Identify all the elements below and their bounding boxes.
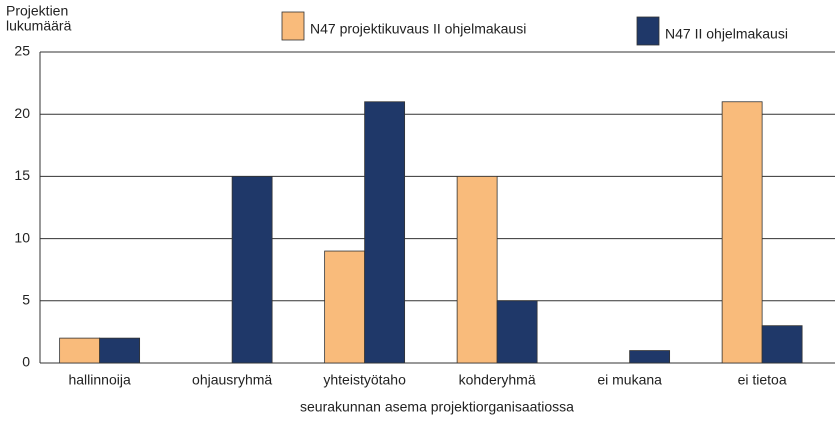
bar [629, 350, 671, 364]
y-tick-label: 0 [22, 354, 30, 370]
y-tick-label: 20 [14, 105, 30, 121]
x-tick-label: kohderyhmä [459, 372, 536, 388]
bar [761, 325, 803, 364]
legend-swatch [281, 11, 305, 41]
legend-label: N47 II ohjelmakausi [665, 26, 788, 42]
legend-label: N47 projektikuvaus II ohjelmakausi [310, 21, 526, 37]
bar [721, 101, 763, 364]
bar [324, 250, 366, 364]
x-tick-label: ei tietoa [738, 372, 787, 388]
bar [99, 337, 141, 364]
y-tick-label: 15 [14, 167, 30, 183]
x-tick-label: yhteistyötaho [323, 372, 406, 388]
y-tick-label: 25 [14, 43, 30, 59]
x-axis-label: seurakunnan asema projektiorganisaatioss… [300, 399, 574, 415]
y-axis-label: lukumäärä [6, 18, 72, 34]
bar [456, 175, 498, 364]
y-tick-label: 10 [14, 229, 30, 245]
y-tick-label: 5 [22, 292, 30, 308]
legend-swatch [636, 16, 660, 46]
bar [364, 101, 406, 364]
y-axis-label: Projektien [6, 3, 68, 19]
bar [496, 300, 538, 364]
bar [231, 175, 273, 364]
bar [59, 337, 101, 364]
x-tick-label: ohjausryhmä [192, 372, 272, 388]
x-tick-label: ei mukana [597, 372, 662, 388]
x-tick-label: hallinnoija [68, 372, 130, 388]
